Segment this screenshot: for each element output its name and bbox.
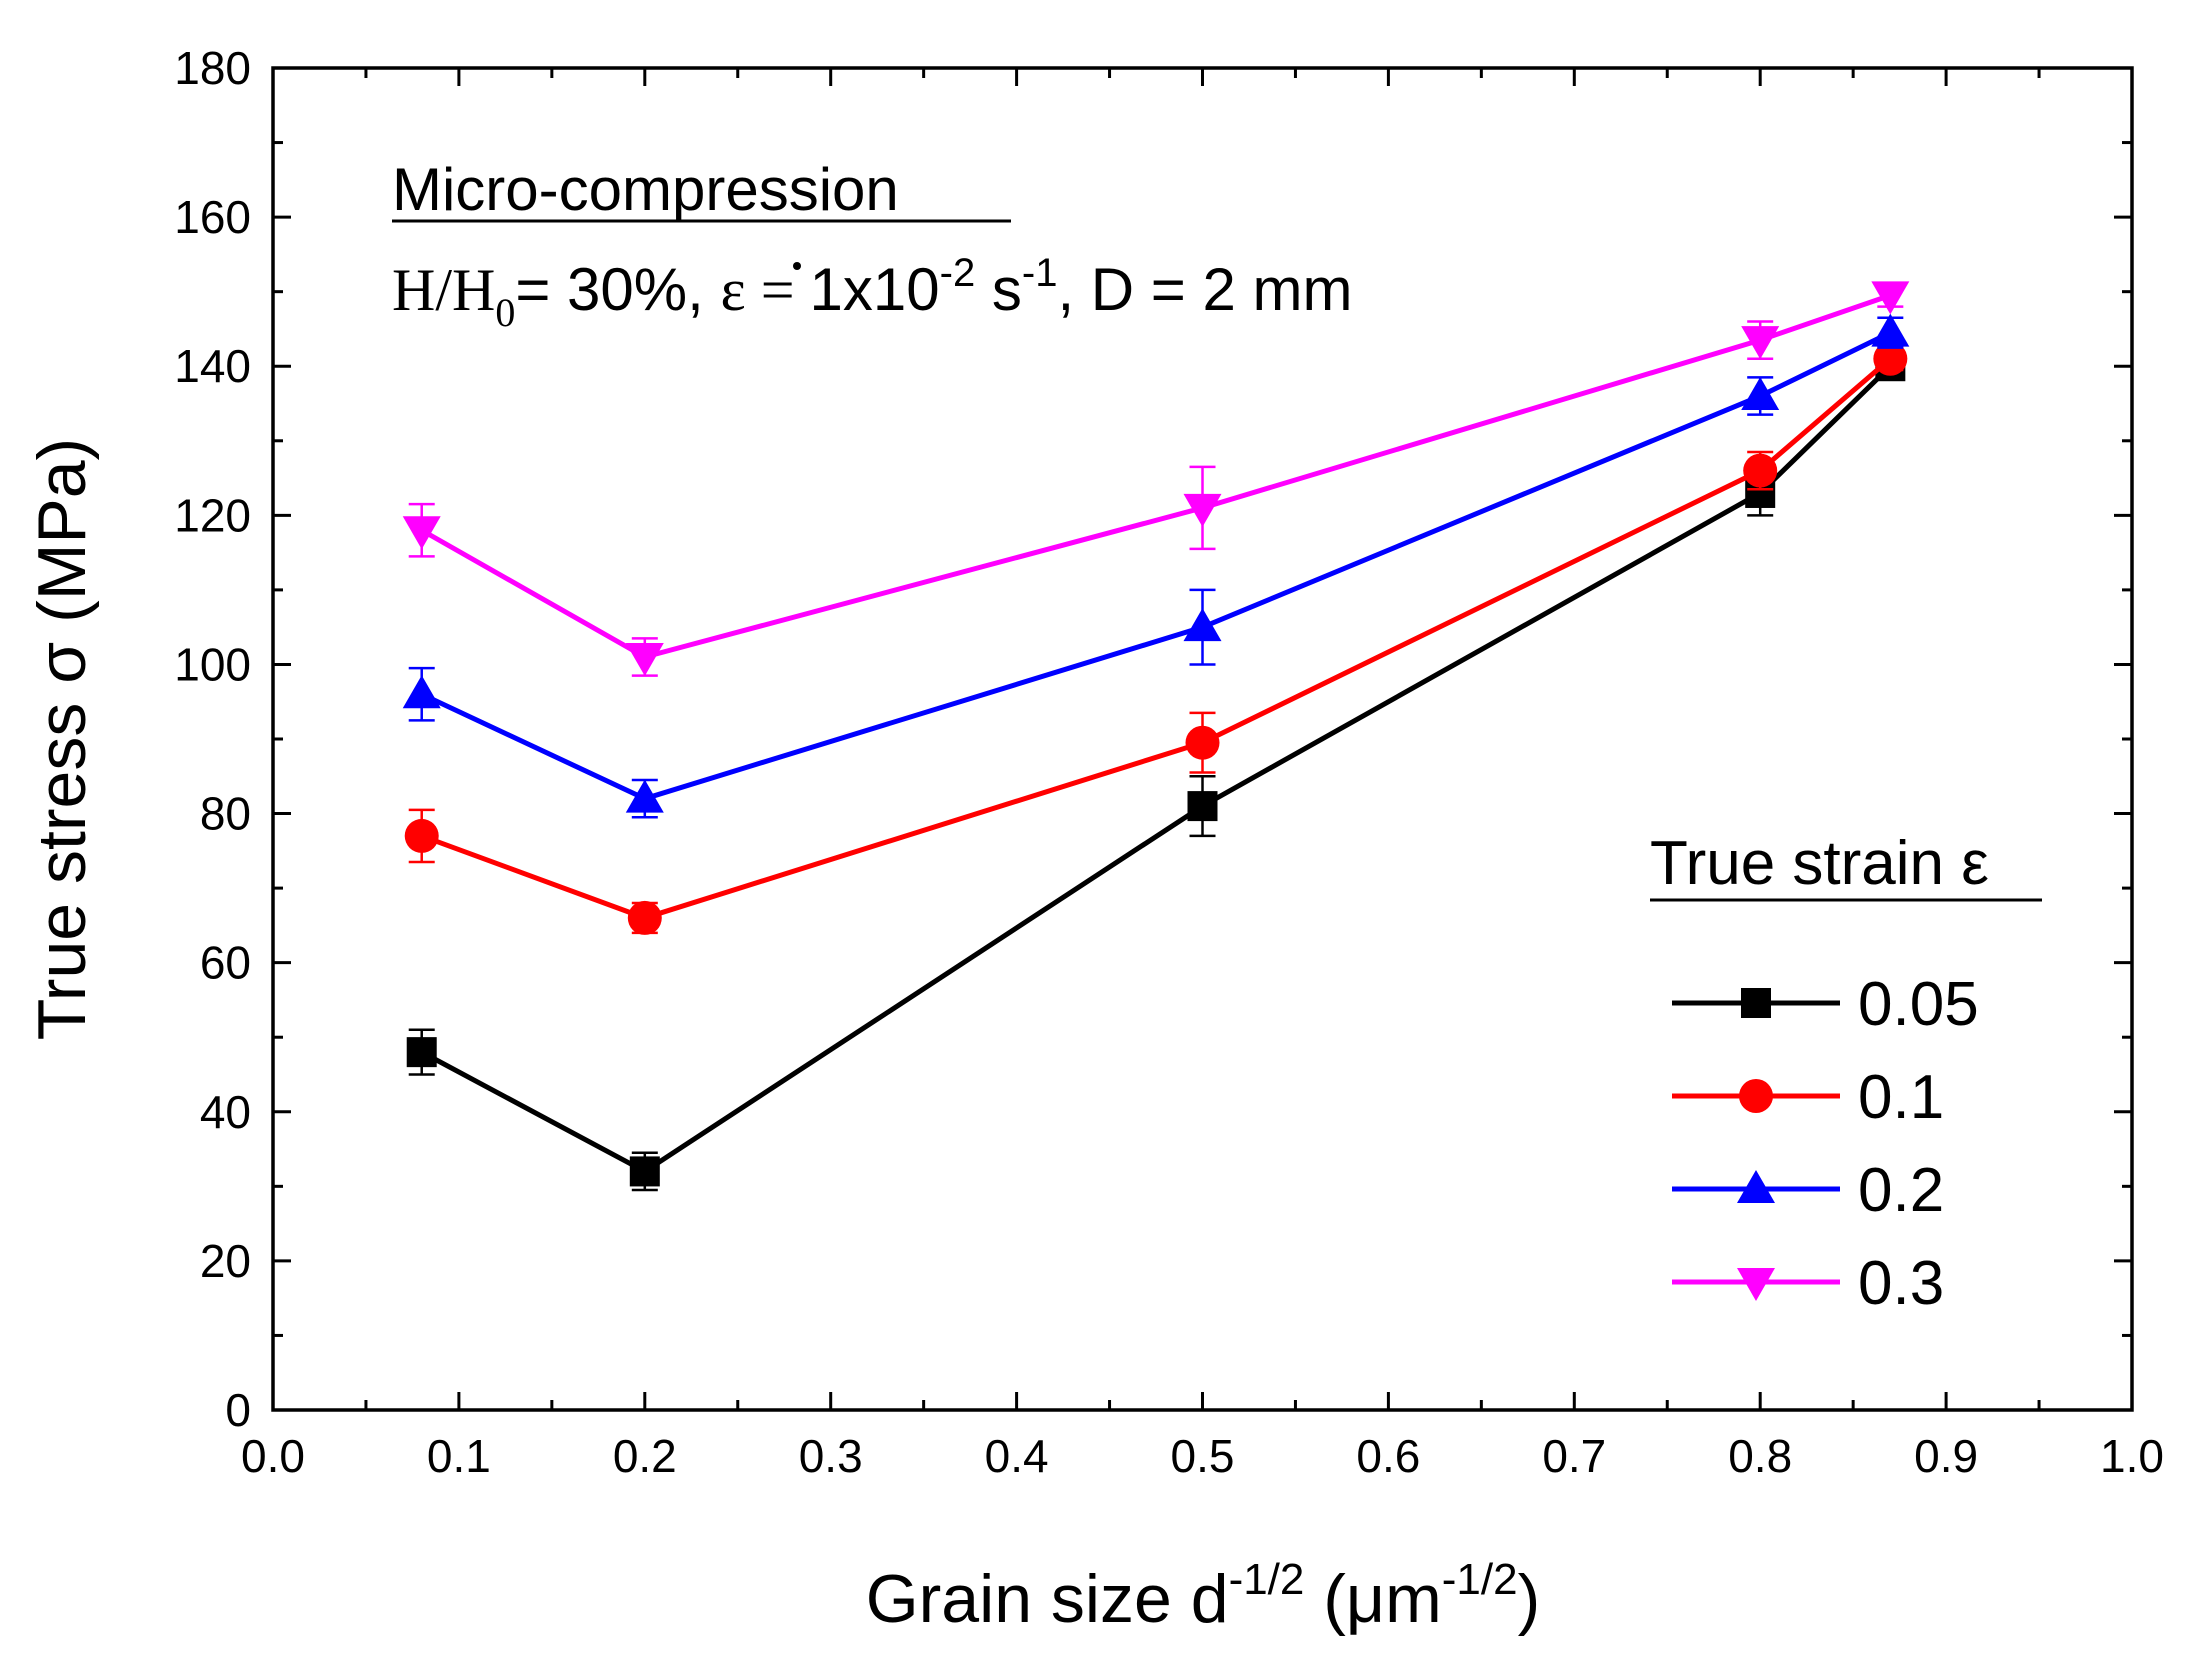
data-point	[627, 900, 662, 935]
y-tick-label: 180	[174, 42, 251, 94]
x-tick-label: 0.1	[427, 1430, 491, 1482]
legend-marker	[1737, 1170, 1775, 1203]
legend-item: 0.3	[1672, 1249, 1944, 1318]
series-line	[420, 364, 1893, 1175]
x-tick-label: 0.0	[241, 1430, 305, 1482]
x-tick-label: 0.7	[1542, 1430, 1606, 1482]
x-tick-label: 0.4	[985, 1430, 1049, 1482]
ann-exp1: -2	[940, 251, 976, 295]
x-title-sup2: -1/2	[1442, 1555, 1518, 1604]
y-axis-title: True stress σ (MPa)	[24, 438, 100, 1040]
y-tick-label: 160	[174, 191, 251, 243]
y-tick-label: 20	[200, 1235, 251, 1287]
data-point	[625, 642, 664, 676]
data-point	[402, 675, 441, 709]
legend-item: 0.05	[1672, 970, 1979, 1039]
legend-marker	[1737, 1268, 1775, 1301]
y-tick-label: 140	[174, 340, 251, 392]
x-tick-label: 0.5	[1171, 1430, 1235, 1482]
ann-rate: 1x10	[810, 256, 940, 323]
data-point	[1871, 313, 1910, 347]
data-point	[1873, 341, 1908, 376]
ann-unit: s	[975, 256, 1022, 323]
y-tick-label: 120	[174, 489, 251, 541]
x-axis-title: Grain size d-1/2 (μm-1/2)	[866, 1555, 1541, 1637]
data-point	[1183, 493, 1222, 527]
legend-label: 0.2	[1858, 1156, 1944, 1225]
y-tick-label: 100	[174, 638, 251, 690]
annotation-heading: Micro-compression	[392, 156, 899, 223]
data-point	[629, 1156, 660, 1187]
data-point	[1185, 725, 1220, 760]
x-tick-label: 0.2	[613, 1430, 677, 1482]
series-line	[420, 293, 1892, 660]
legend-title: True strain ε	[1650, 829, 1989, 898]
x-tick-label: 0.3	[799, 1430, 863, 1482]
series-0-2	[402, 313, 1910, 819]
data-point	[1741, 326, 1780, 360]
series-0-05	[406, 351, 1906, 1192]
annotation-conditions: H/H0= 30%, ε = 1x10-2 s-1, D = 2 mm	[392, 251, 1353, 335]
x-tick-label: 0.8	[1728, 1430, 1792, 1482]
legend-marker	[1741, 988, 1771, 1018]
ann-tail: , D = 2 mm	[1057, 256, 1352, 323]
data-point	[1183, 608, 1222, 642]
x-title-base: Grain size d	[866, 1561, 1229, 1637]
data-point	[1871, 281, 1910, 315]
legend-item: 0.1	[1672, 1063, 1944, 1132]
data-point	[625, 779, 664, 813]
x-tick-label: 1.0	[2100, 1430, 2164, 1482]
data-point	[404, 818, 439, 853]
y-tick-label: 0	[225, 1384, 251, 1436]
ann-h: H/H	[392, 257, 495, 323]
data-point	[402, 516, 441, 550]
ann-eq: = 30%,	[515, 256, 720, 323]
ann-sub0: 0	[495, 290, 515, 335]
y-tick-label: 60	[200, 937, 251, 989]
legend-label: 0.05	[1858, 970, 1979, 1039]
x-title-sup1: -1/2	[1229, 1555, 1305, 1604]
y-tick-label: 40	[200, 1086, 251, 1138]
x-tick-label: 0.9	[1914, 1430, 1978, 1482]
strain-rate-dot	[793, 262, 801, 270]
ann-exp2: -1	[1022, 251, 1058, 295]
data-point	[1187, 791, 1218, 822]
y-tick-label: 80	[200, 788, 251, 840]
legend-item: 0.2	[1672, 1156, 1944, 1225]
legend-label: 0.1	[1858, 1063, 1944, 1132]
series-line	[420, 330, 1892, 802]
ann-edot: ε	[720, 257, 745, 323]
data-point	[406, 1037, 437, 1068]
x-tick-label: 0.6	[1356, 1430, 1420, 1482]
data-point	[1741, 377, 1780, 411]
x-title-end: )	[1518, 1561, 1541, 1637]
legend-marker	[1739, 1079, 1773, 1113]
data-point	[1743, 453, 1778, 488]
legend-label: 0.3	[1858, 1249, 1944, 1318]
series-0-3	[402, 281, 1910, 677]
x-title-mid: (μm	[1304, 1561, 1441, 1637]
